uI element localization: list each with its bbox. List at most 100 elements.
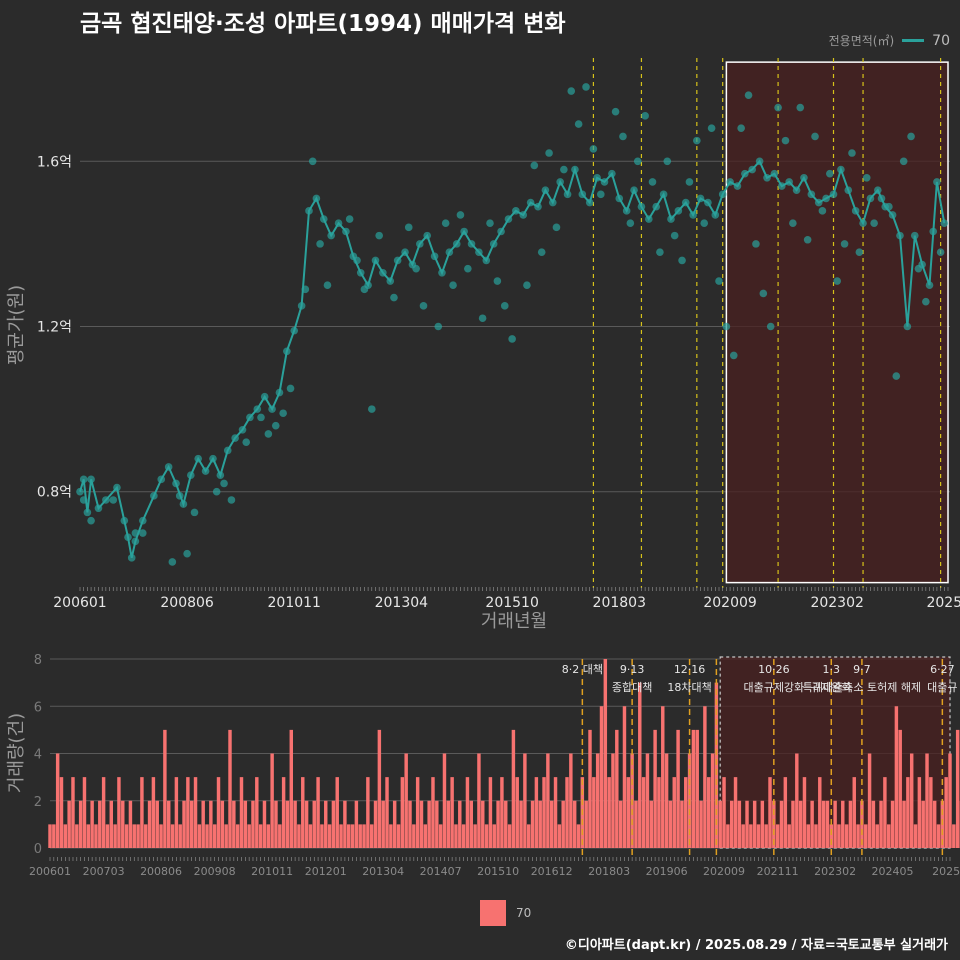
top-x-tick-label: 201304 (375, 595, 429, 611)
scatter-point (190, 508, 199, 517)
scatter-point (567, 87, 576, 95)
volume-bar (412, 824, 416, 848)
volume-bar (335, 777, 339, 848)
volume-bar (343, 800, 347, 848)
volume-bar (856, 824, 860, 848)
volume-bar (664, 753, 669, 848)
volume-bar (599, 706, 604, 848)
scatter-point (707, 124, 716, 133)
volume-bar (595, 753, 600, 848)
volume-bar (86, 824, 91, 848)
scatter-point (537, 248, 546, 256)
legend-title: 전용면적(㎡) (828, 34, 895, 48)
volume-bar (392, 800, 397, 848)
scatter-point (271, 421, 280, 430)
volume-bar (98, 800, 102, 848)
scatter-point (611, 107, 620, 116)
scatter-point (936, 248, 945, 256)
volume-bar (703, 706, 707, 848)
volume-bar (484, 824, 489, 848)
volume-bar (538, 800, 542, 848)
volume-bar (645, 753, 650, 848)
volume-bar (320, 824, 324, 848)
volume-bar (768, 777, 772, 848)
volume-bar (75, 824, 79, 848)
volume-bar (201, 800, 205, 848)
scatter-point (545, 149, 553, 157)
volume-bar (427, 800, 431, 848)
volume-bar (52, 824, 56, 848)
volume-bar (584, 800, 588, 848)
volume-bar (879, 800, 883, 848)
volume-bar (469, 800, 473, 848)
volume-bar (205, 824, 209, 848)
volume-bar (55, 753, 60, 848)
volume-bar (741, 824, 745, 848)
volume-bar (235, 824, 240, 848)
top-x-tick-label: 200806 (160, 595, 214, 611)
volume-bar (841, 800, 845, 848)
volume-bar (917, 777, 922, 848)
bottom-x-tick-label: 202111 (757, 865, 799, 878)
volume-bar (140, 777, 144, 848)
scatter-point (700, 219, 709, 228)
volume-bar (553, 777, 558, 848)
volume-bar (890, 800, 895, 848)
scatter-point (257, 413, 265, 422)
volume-bar (530, 800, 535, 848)
volume-bar (572, 800, 577, 848)
volume-bar (549, 800, 554, 848)
volume-bar (515, 777, 519, 848)
scatter-point (656, 248, 664, 256)
price-line-series (79, 159, 946, 559)
volume-bar (925, 753, 929, 848)
volume-bar (902, 800, 906, 848)
scatter-point (648, 178, 657, 186)
volume-bar (331, 800, 336, 848)
volume-bar (875, 824, 879, 848)
volume-bar (699, 800, 703, 848)
volume-bar (929, 777, 933, 848)
scatter-point (183, 549, 191, 558)
volume-bar (760, 800, 765, 848)
volume-bar (209, 800, 213, 848)
volume-bar (404, 753, 408, 848)
volume-bar (745, 800, 749, 848)
volume-bar (454, 824, 458, 848)
scatter-point (220, 479, 228, 488)
top-y-tick-label: 0.8억 (37, 485, 72, 501)
volume-bar (408, 800, 412, 848)
volume-bar (144, 824, 148, 848)
volume-bar (546, 753, 550, 848)
volume-bar (67, 800, 71, 848)
scatter-point (441, 219, 450, 228)
volume-bar (281, 777, 286, 848)
volume-bar (247, 824, 251, 848)
scatter-point (626, 219, 635, 228)
volume-bar (446, 800, 451, 848)
scatter-point (87, 516, 95, 525)
volume-bar (82, 777, 87, 848)
volume-bar (798, 800, 803, 848)
bottom-x-tick-label: 201803 (588, 865, 630, 878)
scatter-point (722, 322, 731, 331)
bottom-legend: 70 (480, 900, 531, 926)
volume-bar (787, 824, 791, 848)
scatter-point (316, 240, 324, 248)
scatter-point (456, 211, 465, 219)
volume-bar (592, 777, 596, 848)
volume-bar (189, 800, 194, 848)
volume-bar (251, 800, 255, 848)
volume-bar (921, 800, 925, 848)
volume-bar (607, 777, 611, 848)
scatter-point (670, 231, 679, 240)
legend-bar-label: 70 (516, 906, 532, 920)
scatter-point (619, 132, 627, 141)
volume-bar (649, 800, 653, 848)
volume-bar (795, 753, 799, 848)
volume-bar (829, 824, 833, 848)
volume-bar (504, 800, 508, 848)
bottom-y-tick-label: 6 (34, 700, 42, 715)
volume-bar (373, 800, 378, 848)
scatter-point (227, 496, 236, 504)
